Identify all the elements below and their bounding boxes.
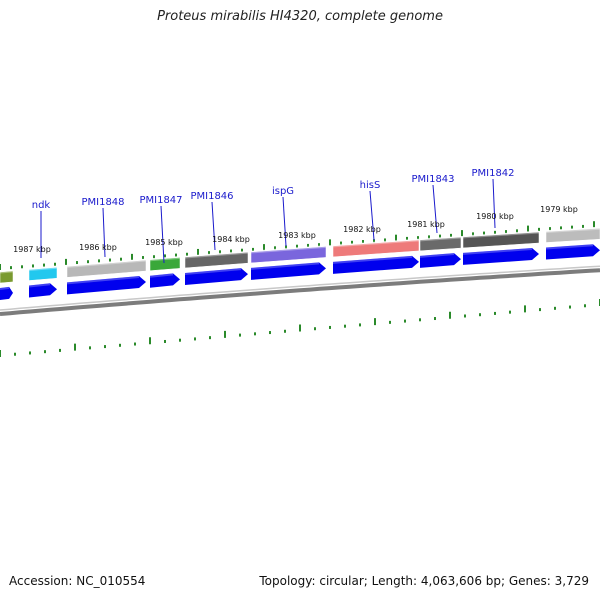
feature-block [184,251,249,269]
feature-block [28,266,58,281]
gene-label: ispG [272,186,294,197]
label-leader-lines [40,178,496,264]
feature-highlight [332,238,420,248]
gene-label: PMI1842 [471,168,514,179]
kbp-label: 1981 kbp [407,220,445,229]
kbp-label: 1982 kbp [343,225,381,234]
feature-highlight [184,250,249,259]
gene-label: PMI1848 [81,197,124,208]
feature-highlight [419,235,462,242]
cds-arrow [185,268,248,285]
cds-highlight [332,255,413,264]
feature-highlight [545,226,600,234]
kbp-label: 1979 kbp [540,205,578,214]
leader-line [492,178,496,229]
cds-arrow [463,247,539,265]
feature-highlight [66,258,147,268]
gene-labels: ndk PMI1848 PMI1847 PMI1846 ispG hisS PMI1843 P… [32,168,515,211]
cds-arrow [150,273,180,288]
cds-highlight [0,286,10,290]
leader-line [102,207,106,258]
gene-label: PMI1846 [190,191,233,202]
gene-label: PMI1843 [411,174,454,185]
leader-line [432,184,438,234]
feature-block [419,236,462,252]
cds-arrow [67,276,146,295]
backbone-line [0,268,600,316]
kbp-label: 1980 kbp [476,212,514,221]
outer-tick-ring [0,221,595,270]
feature-highlight [250,244,327,254]
cds-highlight [149,273,174,278]
gene-label: ndk [32,200,51,211]
feature-block [250,246,327,264]
inner-tick-ring [0,299,600,357]
cds-highlight [250,262,320,270]
kbp-labels: 1987 kbp 1986 kbp 1985 kbp 1984 kbp 1983 kbp… [13,205,578,254]
cds-highlight [462,247,533,255]
feature-block [462,231,540,249]
cds-arrow [29,283,57,298]
leader-line [211,201,216,251]
genome-summary-text: Topology: circular; Length: 4,063,606 bp… [259,574,589,588]
accession-text: Accession: NC_010554 [9,574,146,588]
kbp-label: 1985 kbp [145,238,183,247]
map-title: Proteus mirabilis HI4320, complete genom… [157,9,443,24]
feature-highlight [0,269,14,274]
cds-arrow [333,255,419,274]
cds-arrow [420,253,461,268]
cds-arrow [546,244,600,260]
feature-highlight [462,230,540,239]
leader-line [369,190,375,241]
leader-line [160,205,165,264]
cds-arrow [251,262,326,280]
cds-highlight [66,276,140,285]
cds-highlight [545,244,594,250]
genome-backbone [0,265,600,316]
kbp-label: 1986 kbp [79,243,117,252]
feature-block [66,259,147,278]
feature-block [149,257,181,271]
kbp-label: 1983 kbp [278,231,316,240]
gene-label: PMI1847 [139,195,182,206]
cds-highlight [184,268,242,275]
cds-track [0,244,600,300]
backbone-highlight [0,265,600,311]
feature-track [0,226,600,284]
kbp-label: 1987 kbp [13,245,51,254]
gene-label: hisS [360,180,381,191]
feature-block [0,270,14,284]
cds-highlight [28,283,51,288]
kbp-label: 1984 kbp [212,235,250,244]
feature-highlight [149,255,181,262]
leader-line [282,196,287,247]
feature-highlight [28,265,58,272]
feature-block [545,227,600,243]
cds-highlight [419,253,455,258]
feature-block [332,239,420,258]
cds-arrow [0,286,13,300]
